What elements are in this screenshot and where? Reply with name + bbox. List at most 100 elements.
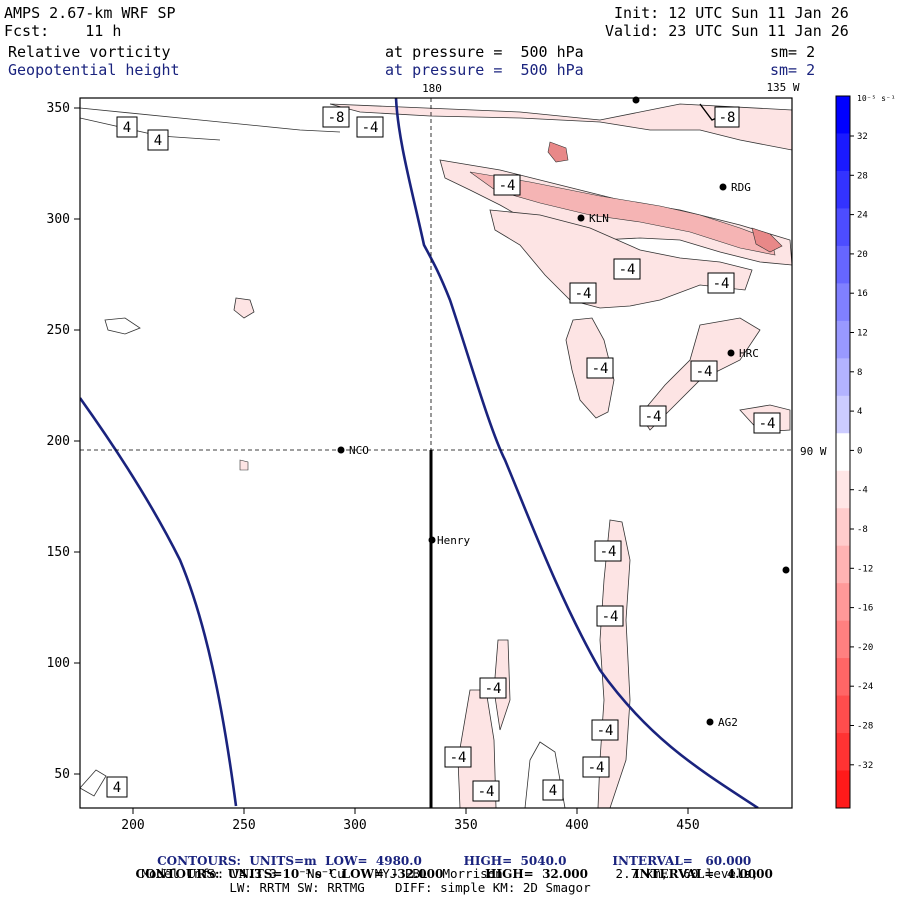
colorbar: 10⁻⁵ s⁻¹ 32 28 24 20 16 12 8 4 0 -4 -8 -12 -16 -20 -24…: [835, 94, 896, 809]
footer-vort-interval: INTERVAL= 4.0000: [633, 867, 773, 881]
footer-physics: LW: RRTM SW: RRTMG DIFF: simple KM: 2D S…: [229, 880, 591, 895]
station-label-henry: Henry: [437, 534, 470, 547]
footer-model-info: Model Info: V4.3.3 No Cu MYJ PBL Morriso…: [141, 866, 759, 881]
contour-label: -4: [759, 416, 776, 432]
contour-label: 4: [549, 783, 557, 799]
colorbar-label: 24: [857, 211, 868, 221]
lon-label-180: 180: [422, 82, 442, 95]
y-tick-label: 150: [47, 545, 70, 560]
field1-name: Relative vorticity: [8, 43, 171, 61]
x-tick-label: 250: [232, 818, 255, 833]
contour-label: 4: [123, 120, 131, 136]
colorbar-cell: [836, 770, 850, 809]
x-tick-label: 450: [676, 818, 699, 833]
y-tick-label: 200: [47, 434, 70, 449]
vorticity-region-west: [233, 297, 255, 319]
init-time: Init: 12 UTC Sun 11 Jan 26: [614, 4, 849, 22]
contour-label: -4: [713, 276, 730, 292]
vorticity-core-1: [751, 227, 783, 253]
vorticity-shading: [80, 103, 792, 808]
colorbar-label: 32: [857, 132, 868, 142]
contour-label: 4: [154, 133, 162, 149]
contour-label: -4: [597, 723, 614, 739]
field2-name: Geopotential height: [8, 61, 180, 79]
colorbar-cell: [836, 320, 850, 359]
y-tick-label: 50: [54, 767, 70, 782]
colorbar-cell: [836, 433, 850, 472]
footer-vort-high: HIGH= 32.000: [485, 867, 588, 881]
contour-label: -4: [485, 681, 502, 697]
colorbar-label: 4: [857, 407, 862, 417]
station-label-nco: NCO: [349, 444, 369, 457]
lon-label-135w: 135 W: [766, 81, 799, 94]
station-label-rdg: RDG: [731, 181, 751, 194]
contour-label: -4: [600, 544, 617, 560]
contour-label: -4: [619, 262, 636, 278]
vorticity-contour-pos-3: [104, 317, 141, 335]
colorbar-cell: [836, 283, 850, 322]
y-tick-label: 350: [47, 101, 70, 116]
contour-label: -4: [478, 784, 495, 800]
forecast-hour: Fcst: 11 h: [4, 22, 121, 40]
footer-height-interval: INTERVAL= 60.000: [612, 854, 752, 868]
y-tick-label: 300: [47, 212, 70, 227]
colorbar-label: -24: [857, 682, 873, 692]
colorbar-cell: [836, 358, 850, 397]
x-tick-label: 400: [565, 818, 588, 833]
contour-label: -8: [328, 110, 345, 126]
model-title: AMPS 2.67-km WRF SP: [4, 4, 176, 22]
vorticity-contour-pos-1: [80, 107, 341, 133]
footer-line-2: CONTOURS: UNITS=10⁻⁵ s⁻¹ LOW= -32.000 HI…: [0, 853, 900, 881]
contour-label: -4: [696, 364, 713, 380]
plot-frame: [79, 97, 793, 809]
x-tick-label: 300: [343, 818, 366, 833]
field2-smoothing: sm= 2: [770, 61, 816, 79]
footer-vort-range: CONTOURS: UNITS=10⁻⁵ s⁻¹ LOW= -32.000: [135, 867, 444, 881]
y-axis: 350 300 250 200 150 100 50: [47, 101, 80, 782]
colorbar-label: 0: [857, 446, 862, 456]
colorbar-label: -16: [857, 604, 873, 614]
valid-time: Valid: 23 UTC Sun 11 Jan 26: [605, 22, 849, 40]
height-contour-east: [394, 98, 759, 808]
x-axis: 200 250 300 350 400 450: [121, 808, 700, 833]
footer-height-high: HIGH= 5040.0: [463, 854, 567, 868]
colorbar-cell: [836, 245, 850, 284]
field2-level: at pressure = 500 hPa: [385, 61, 584, 79]
colorbar-cell: [836, 395, 850, 434]
contour-label: -4: [592, 361, 609, 377]
colorbar-cell: [836, 733, 850, 772]
x-tick-label: 200: [121, 818, 144, 833]
contour-labels: 4 4 -8 -4 -8 -4 -4 -4 -4 -4 -4 -4 -4 -4 …: [106, 106, 781, 802]
colorbar-label: 28: [857, 171, 868, 181]
station-label-hrc: HRC: [739, 347, 759, 360]
vorticity-region-north: [329, 103, 792, 151]
height-contours: [80, 98, 759, 808]
colorbar-cell: [836, 96, 850, 134]
colorbar-label: 12: [857, 329, 868, 339]
contour-label: -4: [450, 750, 467, 766]
colorbar-label: -12: [857, 564, 873, 574]
colorbar-label: 16: [857, 289, 868, 299]
field1-level: at pressure = 500 hPa: [385, 43, 584, 61]
x-tick-label: 350: [454, 818, 477, 833]
station-label-ag2: AG2: [718, 716, 738, 729]
colorbar-unit: 10⁻⁵ s⁻¹: [857, 94, 896, 103]
footer-line-1: CONTOURS: UNITS=m LOW= 4980.0 HIGH= 5040…: [0, 840, 900, 868]
fcst-value: 11 h: [85, 22, 122, 40]
contour-label: -4: [499, 178, 516, 194]
footer-height-range: CONTOURS: UNITS=m LOW= 4980.0: [157, 854, 422, 868]
y-tick-label: 250: [47, 323, 70, 338]
vorticity-contour-pos-4: [524, 741, 566, 808]
station-label-kln: KLN: [589, 212, 609, 225]
colorbar-cell: [836, 583, 850, 622]
lon-label-90w: 90 W: [800, 445, 827, 458]
colorbar-cell: [836, 208, 850, 247]
contour-label: -4: [588, 760, 605, 776]
fcst-label: Fcst:: [4, 22, 50, 40]
colorbar-cell: [836, 133, 850, 172]
colorbar-cell: [836, 695, 850, 734]
field1-smoothing: sm= 2: [770, 43, 816, 61]
vorticity-core-2: [547, 141, 569, 163]
colorbar-label: 8: [857, 368, 862, 378]
